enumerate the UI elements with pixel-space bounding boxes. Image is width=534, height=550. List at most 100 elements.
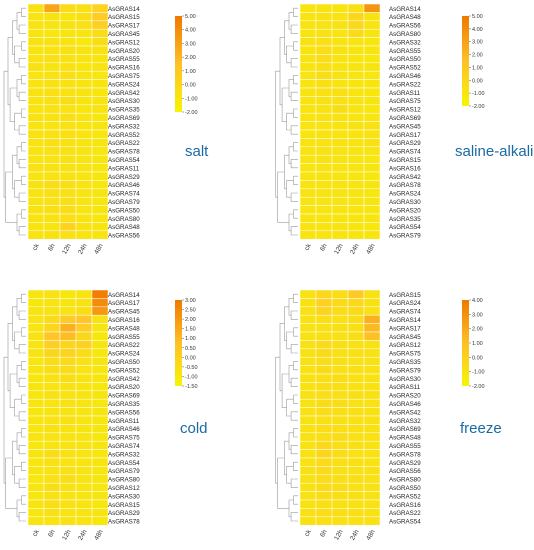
dendrogram-branch: [281, 87, 289, 122]
heatmap-cell: [75, 407, 93, 417]
heatmap-cell: [347, 146, 365, 156]
heatmap-cell: [331, 323, 349, 333]
heatmap-cell: [59, 499, 77, 509]
row-label: AsGRAS74: [108, 443, 140, 450]
dendrogram-branch: [293, 327, 298, 337]
heatmap-cell: [315, 213, 333, 223]
heatmap-cell: [59, 121, 77, 131]
row-label: AsGRAS11: [108, 165, 140, 172]
heatmap-cell: [331, 314, 349, 324]
heatmap-cell: [315, 373, 333, 383]
row-label: AsGRAS12: [108, 485, 140, 492]
heatmap-cell: [27, 62, 45, 72]
heatmap-cell: [59, 356, 77, 366]
heatmap-cell: [43, 28, 61, 38]
dendrogram-branch: [9, 373, 17, 408]
heatmap-cell: [43, 20, 61, 30]
dendrogram-branch: [290, 159, 298, 169]
scale-tick-label: -2.00: [472, 384, 485, 390]
column-label: 48h: [365, 528, 377, 541]
heatmap-cell: [299, 424, 317, 434]
heatmap-cell: [299, 432, 317, 442]
column-label: 6h: [47, 528, 57, 538]
heatmap-cell: [91, 432, 109, 442]
row-label: AsGRAS78: [108, 519, 140, 526]
heatmap-cell: [91, 323, 109, 333]
dendrogram-branch: [21, 7, 26, 17]
dendrogram-branch: [293, 461, 298, 471]
heatmap-cell: [91, 146, 109, 156]
dendrogram-branch: [290, 377, 298, 387]
heatmap-cell: [363, 196, 381, 206]
heatmap-cell: [347, 104, 365, 114]
heatmap-cell: [347, 298, 365, 308]
column-label: 48h: [93, 242, 105, 255]
dendrogram-branch: [21, 327, 26, 337]
heatmap-cell: [91, 54, 109, 64]
column-label: 12h: [61, 528, 73, 541]
scale-tick-label: -1.00: [472, 91, 485, 97]
heatmap-cell: [347, 356, 365, 366]
heatmap-cell: [91, 365, 109, 375]
row-label: AsGRAS12: [108, 39, 140, 46]
heatmap-cell: [59, 382, 77, 392]
row-label: AsGRAS16: [389, 165, 421, 172]
row-label: AsGRAS55: [108, 334, 140, 341]
heatmap-cell: [59, 205, 77, 215]
heatmap-cell: [363, 331, 381, 341]
heatmap-cell: [331, 474, 349, 484]
heatmap-cell: [331, 121, 349, 131]
heatmap-cell: [59, 188, 77, 198]
row-label: AsGRAS50: [108, 207, 140, 214]
heatmap-cell: [347, 407, 365, 417]
heatmap-cell: [347, 306, 365, 316]
heatmap-cell: [299, 87, 317, 97]
heatmap-cell: [75, 424, 93, 434]
column-label: 24h: [349, 242, 361, 255]
heatmap-cell: [91, 171, 109, 181]
heatmap-cell: [27, 491, 45, 501]
heatmap-cell: [91, 37, 109, 47]
heatmap-cell: [75, 154, 93, 164]
heatmap-cell: [299, 70, 317, 80]
heatmap-cell: [75, 382, 93, 392]
heatmap-cell: [363, 87, 381, 97]
heatmap-cell: [43, 356, 61, 366]
scale-tick-label: 2.00: [472, 327, 483, 333]
heatmap-cell: [299, 188, 317, 198]
heatmap-cell: [75, 196, 93, 206]
row-label: AsGRAS69: [108, 393, 140, 400]
heatmap-cell: [331, 466, 349, 476]
heatmap-cell: [299, 3, 317, 13]
heatmap-cell: [59, 306, 77, 316]
heatmap-cell: [363, 298, 381, 308]
heatmap-cell: [315, 356, 333, 366]
heatmap-cell: [59, 398, 77, 408]
dendrogram-branch: [290, 512, 298, 522]
heatmap-cell: [75, 398, 93, 408]
heatmap-cell: [59, 323, 77, 333]
heatmap-cell: [75, 298, 93, 308]
heatmap-cell: [91, 415, 109, 425]
dendrogram-branch: [293, 142, 298, 152]
heatmap-cell: [43, 382, 61, 392]
row-label: AsGRAS48: [389, 14, 421, 21]
heatmap-cell: [27, 112, 45, 122]
heatmap-cell: [43, 12, 61, 22]
heatmap-cell: [331, 230, 349, 240]
heatmap-cell: [27, 104, 45, 114]
heatmap-cell: [75, 222, 93, 232]
heatmap-cell: [347, 96, 365, 106]
row-label: AsGRAS52: [389, 65, 421, 72]
heatmap-cell: [59, 154, 77, 164]
row-label: AsGRAS79: [108, 468, 140, 475]
heatmap-cell: [347, 382, 365, 392]
heatmap-cell: [59, 314, 77, 324]
row-label: AsGRAS54: [108, 157, 140, 164]
heatmap-cell: [299, 54, 317, 64]
heatmap-cell: [91, 314, 109, 324]
heatmap-cell: [299, 331, 317, 341]
heatmap-cell: [91, 28, 109, 38]
heatmap-cell: [59, 196, 77, 206]
